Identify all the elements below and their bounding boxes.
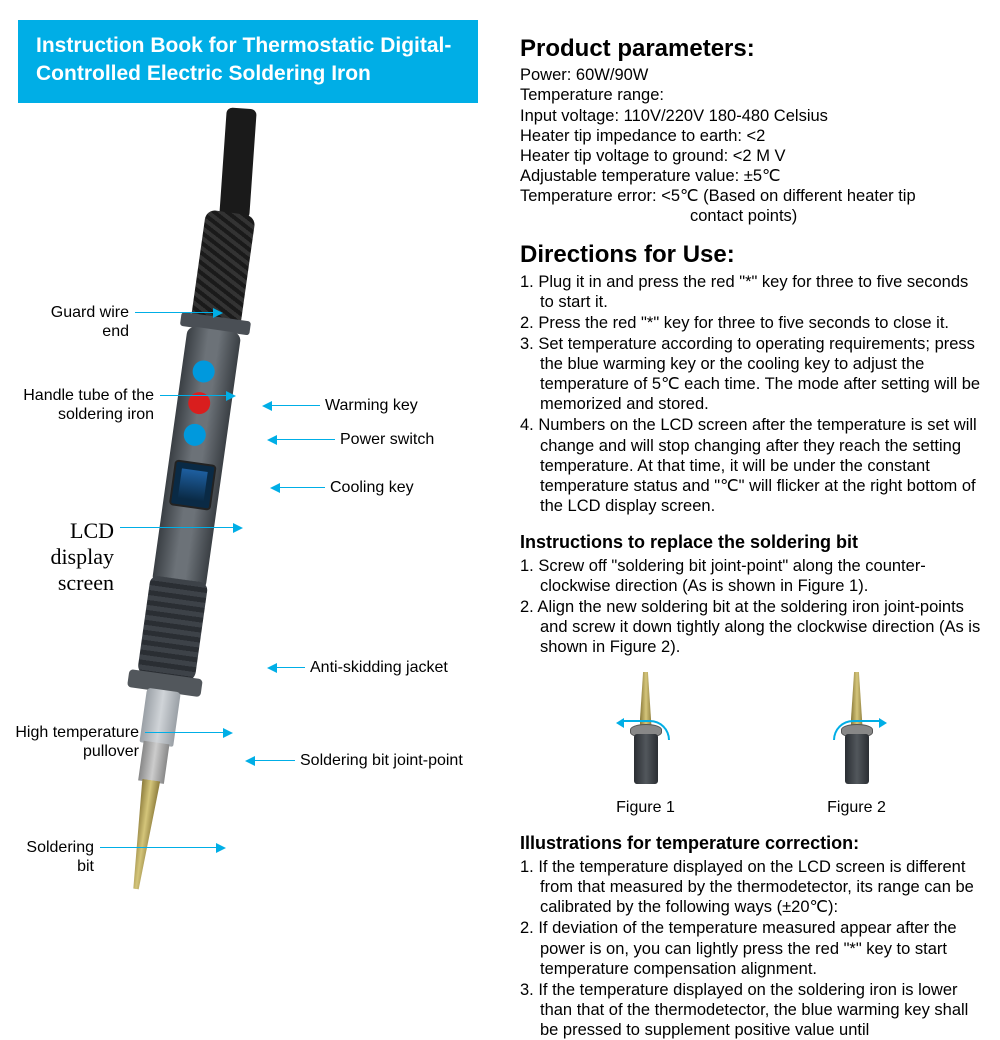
param-line: Heater tip impedance to earth: <2 — [520, 126, 982, 146]
left-column: Instruction Book for Thermostatic Digita… — [0, 0, 510, 984]
heading-parameters: Product parameters: — [520, 34, 982, 63]
callout-arrow-pullover — [145, 732, 225, 733]
replace-bit-item: 2. Align the new soldering bit at the so… — [520, 597, 982, 657]
figure-2: Figure 2 — [827, 672, 887, 818]
anti-skid-jacket — [137, 575, 208, 682]
right-column: Product parameters: Power: 60W/90WTemper… — [510, 0, 1000, 984]
page-root: Instruction Book for Thermostatic Digita… — [0, 0, 1000, 984]
directions-item: 3. Set temperature according to operatin… — [520, 334, 982, 415]
callout-arrow-guard_wire_end — [135, 312, 215, 313]
temp-correction-item: 3. If the temperature displayed on the s… — [520, 980, 982, 1040]
iron-cable — [219, 107, 257, 219]
callout-arrow-handle_tube — [160, 395, 228, 396]
temp-correction-item: 2. If deviation of the temperature measu… — [520, 918, 982, 978]
heading-temp-correction: Illustrations for temperature correction… — [520, 833, 982, 855]
callout-arrow-power_switch — [275, 439, 335, 440]
figure-1-label: Figure 1 — [616, 798, 675, 818]
callout-arrow-joint_point — [253, 760, 295, 761]
callout-arrow-lcd — [120, 527, 235, 528]
callout-arrow-anti_skid — [275, 667, 305, 668]
callout-lcd: LCD display screen — [15, 518, 114, 597]
callout-power_switch: Power switch — [340, 430, 434, 449]
figure-1-icon — [616, 672, 676, 792]
title-banner: Instruction Book for Thermostatic Digita… — [18, 20, 478, 103]
replace-bit-list: 1. Screw off "soldering bit joint-point"… — [520, 556, 982, 658]
soldering-iron-diagram: Guard wire end Handle tube of the solderi… — [0, 103, 510, 953]
lcd-screen-icon — [169, 459, 217, 510]
callout-warming_key: Warming key — [325, 396, 418, 415]
temp-correction-item: 1. If the temperature displayed on the L… — [520, 857, 982, 917]
param-line: Heater tip voltage to ground: <2 M V — [520, 146, 982, 166]
callout-handle_tube: Handle tube of the soldering iron — [20, 386, 154, 424]
figure-2-label: Figure 2 — [827, 798, 886, 818]
figures-row: Figure 1 Figure 2 — [520, 672, 982, 818]
heading-directions: Directions for Use: — [520, 240, 982, 269]
soldering-bit — [127, 779, 160, 890]
directions-item: 1. Plug it in and press the red "*" key … — [520, 272, 982, 312]
param-line: Power: 60W/90W — [520, 65, 982, 85]
callout-bit: Soldering bit — [20, 838, 94, 876]
heading-replace-bit: Instructions to replace the soldering bi… — [520, 532, 982, 554]
high-temp-pullover — [139, 687, 180, 746]
parameters-block: Power: 60W/90WTemperature range:Input vo… — [520, 65, 982, 206]
callout-arrow-bit — [100, 847, 218, 848]
figure-1: Figure 1 — [616, 672, 676, 818]
param-line: Adjustable temperature value: ±5℃ — [520, 166, 982, 186]
directions-list: 1. Plug it in and press the red "*" key … — [520, 272, 982, 517]
callout-guard_wire_end: Guard wire end — [28, 303, 129, 341]
callout-pullover: High temperature pullover — [8, 723, 139, 761]
figure-2-icon — [827, 672, 887, 792]
param-line: Temperature range: — [520, 85, 982, 105]
callout-arrow-warming_key — [270, 405, 320, 406]
directions-item: 2. Press the red "*" key for three to fi… — [520, 313, 982, 333]
callout-joint_point: Soldering bit joint-point — [300, 751, 463, 770]
directions-item: 4. Numbers on the LCD screen after the t… — [520, 415, 982, 516]
iron-grip-top — [191, 209, 256, 325]
callout-anti_skid: Anti-skidding jacket — [310, 658, 448, 677]
param-line-indent: contact points) — [520, 206, 982, 226]
temp-correction-list: 1. If the temperature displayed on the L… — [520, 857, 982, 1040]
callout-arrow-cooling_key — [278, 487, 325, 488]
param-line: Temperature error: <5℃ (Based on differe… — [520, 186, 982, 206]
callout-cooling_key: Cooling key — [330, 478, 414, 497]
param-line: Input voltage: 110V/220V 180-480 Celsius — [520, 106, 982, 126]
replace-bit-item: 1. Screw off "soldering bit joint-point"… — [520, 556, 982, 596]
bit-joint-point — [138, 740, 169, 783]
